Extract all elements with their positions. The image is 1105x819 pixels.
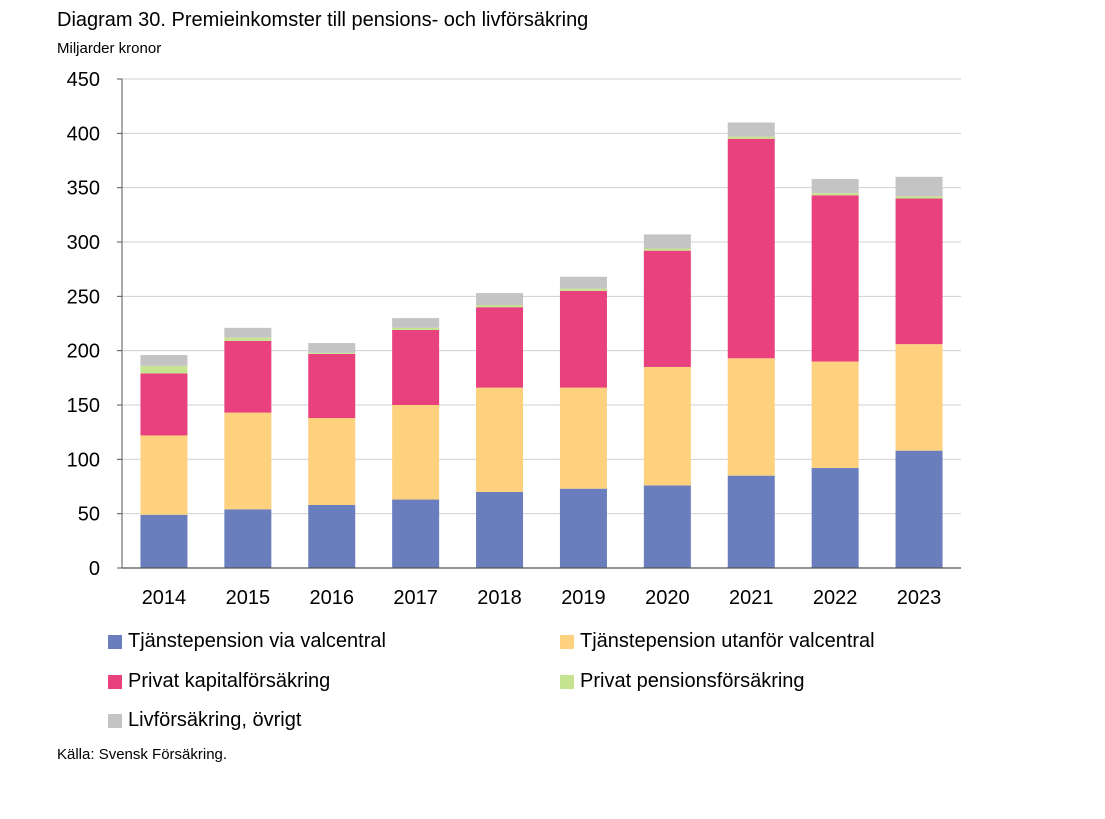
y-tick-label: 100: [67, 449, 100, 471]
legend-label: Privat pensionsförsäkring: [580, 670, 805, 692]
bar-segment: [392, 318, 440, 328]
x-tick-label: 2019: [561, 587, 606, 609]
x-tick-label: 2020: [645, 587, 690, 609]
bar-segment: [559, 276, 607, 289]
x-tick-label: 2016: [310, 587, 355, 609]
bar-segment: [559, 290, 607, 388]
y-tick-label: 0: [89, 558, 100, 580]
legend-item-livforsakring-ovrigt: Livförsäkring, övrigt: [108, 709, 301, 732]
y-tick-label: 200: [67, 341, 100, 363]
legend-swatch: [560, 634, 574, 649]
legend-item-privat-kapitalforsakring: Privat kapitalförsäkring: [108, 670, 330, 693]
bar-segment: [727, 122, 775, 137]
bar-segment: [224, 412, 272, 510]
bar-segment: [476, 387, 524, 492]
bar-segment: [811, 468, 859, 568]
legend-label: Privat kapitalförsäkring: [128, 670, 331, 692]
bar-segment: [308, 343, 356, 353]
bar-segment: [140, 435, 188, 515]
legend-label: Tjänstepension via valcentral: [128, 630, 386, 652]
bar-segment: [643, 250, 691, 367]
bar-segment: [559, 488, 607, 568]
legend-item-privat-pensionsforsakring: Privat pensionsförsäkring: [560, 670, 805, 693]
bar-segment: [811, 195, 859, 362]
bar-segment: [224, 337, 272, 341]
y-axis-unit-label: Miljarder kronor: [57, 40, 162, 57]
x-tick-label: 2014: [142, 587, 187, 609]
bar-segment: [811, 361, 859, 469]
bar-segment: [895, 344, 943, 451]
y-tick-label: 150: [67, 395, 100, 417]
legend-swatch: [560, 674, 574, 689]
chart-title: Diagram 30. Premieinkomster till pension…: [57, 9, 589, 31]
bar-segment: [140, 355, 188, 366]
bar-segment: [308, 352, 356, 354]
bar-segment: [140, 373, 188, 436]
bar-segment: [476, 491, 524, 568]
bar-segment: [643, 248, 691, 251]
y-tick-label: 400: [67, 123, 100, 145]
bar-segment: [308, 504, 356, 568]
x-tick-label: 2015: [226, 587, 271, 609]
bar-segment: [476, 293, 524, 306]
bar-segment: [392, 327, 440, 331]
bar-segment: [643, 485, 691, 568]
bar-segment: [811, 178, 859, 194]
bar-segment: [308, 418, 356, 505]
legend-label: Livförsäkring, övrigt: [128, 709, 302, 731]
bar-segment: [643, 366, 691, 486]
x-tick-label: 2023: [897, 587, 942, 609]
bar-segment: [811, 193, 859, 196]
y-tick-label: 50: [78, 504, 100, 526]
y-tick-label: 350: [67, 178, 100, 200]
bar-segment: [895, 198, 943, 345]
bar-segment: [727, 475, 775, 568]
legend-swatch: [108, 634, 122, 649]
bar-segment: [140, 514, 188, 568]
bar-segment: [727, 136, 775, 139]
bar-segment: [392, 499, 440, 568]
bar-segment: [727, 138, 775, 359]
legend-swatch: [108, 674, 122, 689]
bar-segment: [895, 176, 943, 197]
bar-segment: [727, 358, 775, 476]
bar-segment: [643, 234, 691, 249]
legend-swatch: [108, 713, 122, 728]
x-tick-label: 2017: [393, 587, 438, 609]
bar-segment: [140, 365, 188, 374]
y-tick-label: 300: [67, 232, 100, 254]
bar-segment: [895, 196, 943, 199]
bar-segment: [476, 307, 524, 388]
bar-segment: [559, 387, 607, 489]
x-tick-label: 2021: [729, 587, 774, 609]
y-tick-label: 450: [67, 69, 100, 91]
bar-segment: [224, 340, 272, 413]
bar-segment: [224, 509, 272, 568]
bar-segment: [559, 288, 607, 291]
bar-segment: [308, 353, 356, 419]
legend-item-tjanstepension-utanfor-valcentral: Tjänstepension utanför valcentral: [560, 630, 875, 653]
bar-segment: [392, 405, 440, 500]
bar-segment: [392, 330, 440, 405]
bar-segment: [476, 305, 524, 308]
bar-segment: [224, 327, 272, 338]
x-tick-label: 2022: [813, 587, 858, 609]
legend-label: Tjänstepension utanför valcentral: [580, 630, 875, 652]
x-tick-label: 2018: [477, 587, 522, 609]
y-tick-label: 250: [67, 286, 100, 308]
bar-segment: [895, 450, 943, 568]
source-note: Källa: Svensk Försäkring.: [57, 746, 228, 763]
legend-item-tjanstepension-via-valcentral: Tjänstepension via valcentral: [108, 630, 386, 653]
